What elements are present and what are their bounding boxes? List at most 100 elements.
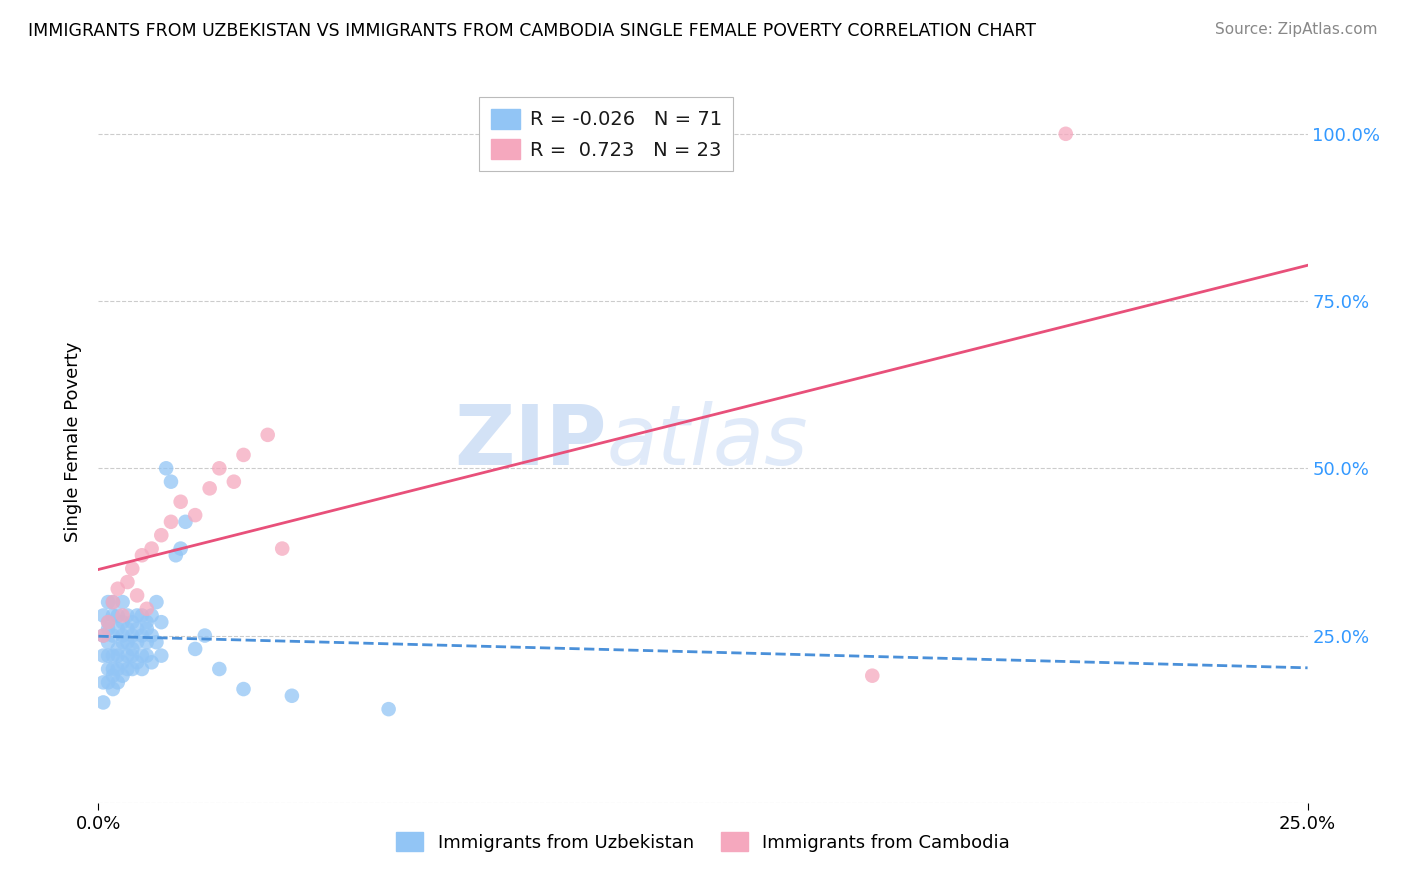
Point bbox=[121, 615, 143, 630]
Point bbox=[97, 615, 120, 630]
Point bbox=[97, 622, 120, 636]
Point bbox=[150, 528, 173, 542]
Point bbox=[169, 541, 191, 556]
Point bbox=[97, 595, 120, 609]
Point bbox=[101, 662, 124, 676]
Point bbox=[131, 662, 153, 676]
Point bbox=[101, 628, 124, 642]
Point bbox=[91, 675, 114, 690]
Point bbox=[117, 622, 139, 636]
Point bbox=[107, 582, 129, 596]
Point bbox=[91, 696, 114, 710]
Text: ZIP: ZIP bbox=[454, 401, 606, 482]
Point bbox=[107, 662, 129, 676]
Point bbox=[127, 608, 149, 623]
Point bbox=[184, 508, 207, 523]
Point bbox=[121, 628, 143, 642]
Point bbox=[131, 548, 153, 563]
Point bbox=[111, 595, 134, 609]
Point bbox=[97, 648, 120, 663]
Point bbox=[117, 662, 139, 676]
Point bbox=[145, 595, 167, 609]
Point bbox=[111, 635, 134, 649]
Point bbox=[169, 494, 191, 508]
Point bbox=[194, 628, 217, 642]
Point bbox=[121, 562, 143, 576]
Point bbox=[101, 595, 124, 609]
Point bbox=[117, 608, 139, 623]
Point bbox=[145, 635, 167, 649]
Point bbox=[174, 515, 197, 529]
Point bbox=[131, 648, 153, 663]
Point bbox=[97, 635, 120, 649]
Point bbox=[117, 635, 139, 649]
Point bbox=[97, 675, 120, 690]
Point bbox=[101, 595, 124, 609]
Point bbox=[141, 608, 163, 623]
Point bbox=[97, 662, 120, 676]
Point bbox=[208, 461, 231, 475]
Point bbox=[97, 615, 120, 630]
Point bbox=[135, 635, 157, 649]
Point bbox=[91, 628, 114, 642]
Point bbox=[184, 642, 207, 657]
Point bbox=[101, 669, 124, 683]
Point bbox=[91, 628, 114, 642]
Point bbox=[131, 608, 153, 623]
Point bbox=[91, 648, 114, 663]
Point bbox=[111, 669, 134, 683]
Point bbox=[150, 615, 173, 630]
Point bbox=[135, 648, 157, 663]
Point bbox=[135, 602, 157, 616]
Point bbox=[127, 635, 149, 649]
Point bbox=[91, 608, 114, 623]
Point bbox=[127, 622, 149, 636]
Legend: Immigrants from Uzbekistan, Immigrants from Cambodia: Immigrants from Uzbekistan, Immigrants f… bbox=[389, 824, 1017, 859]
Point bbox=[107, 648, 129, 663]
Point bbox=[121, 642, 143, 657]
Point bbox=[121, 662, 143, 676]
Point bbox=[155, 461, 177, 475]
Point bbox=[1054, 127, 1077, 141]
Point bbox=[141, 541, 163, 556]
Point bbox=[131, 628, 153, 642]
Text: Source: ZipAtlas.com: Source: ZipAtlas.com bbox=[1215, 22, 1378, 37]
Point bbox=[160, 475, 183, 489]
Point bbox=[160, 515, 183, 529]
Point bbox=[135, 615, 157, 630]
Point bbox=[135, 622, 157, 636]
Point bbox=[107, 608, 129, 623]
Point bbox=[141, 628, 163, 642]
Text: atlas: atlas bbox=[606, 401, 808, 482]
Point bbox=[111, 608, 134, 623]
Point bbox=[117, 575, 139, 590]
Point bbox=[107, 675, 129, 690]
Point bbox=[117, 648, 139, 663]
Point bbox=[860, 669, 883, 683]
Point bbox=[271, 541, 294, 556]
Point bbox=[377, 702, 399, 716]
Point bbox=[141, 655, 163, 669]
Point bbox=[111, 615, 134, 630]
Point bbox=[101, 608, 124, 623]
Point bbox=[111, 655, 134, 669]
Point bbox=[111, 628, 134, 642]
Point bbox=[281, 689, 304, 703]
Point bbox=[101, 681, 124, 696]
Point bbox=[222, 475, 245, 489]
Point bbox=[101, 648, 124, 663]
Point bbox=[127, 655, 149, 669]
Point bbox=[208, 662, 231, 676]
Point bbox=[150, 648, 173, 663]
Point bbox=[232, 681, 254, 696]
Point bbox=[107, 622, 129, 636]
Point bbox=[127, 589, 149, 603]
Point bbox=[198, 482, 221, 496]
Point bbox=[121, 648, 143, 663]
Point bbox=[232, 448, 254, 462]
Y-axis label: Single Female Poverty: Single Female Poverty bbox=[65, 342, 83, 541]
Text: IMMIGRANTS FROM UZBEKISTAN VS IMMIGRANTS FROM CAMBODIA SINGLE FEMALE POVERTY COR: IMMIGRANTS FROM UZBEKISTAN VS IMMIGRANTS… bbox=[28, 22, 1036, 40]
Point bbox=[107, 642, 129, 657]
Point bbox=[256, 427, 278, 442]
Point bbox=[165, 548, 187, 563]
